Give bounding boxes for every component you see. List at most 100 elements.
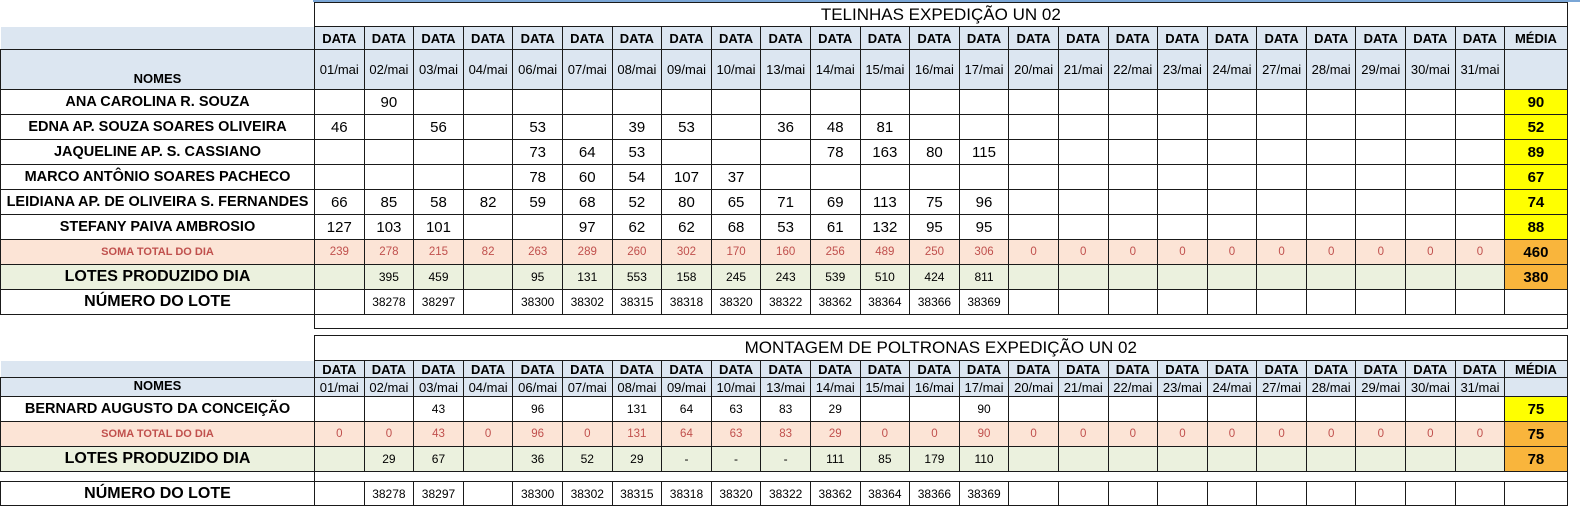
date-cell[interactable]: 07/mai xyxy=(561,377,613,397)
lotes-cell[interactable] xyxy=(1256,264,1307,290)
column-header-data[interactable]: DATA xyxy=(1405,26,1456,50)
value-cell[interactable] xyxy=(1454,189,1506,215)
column-header-data[interactable]: DATA xyxy=(512,26,563,50)
value-cell[interactable]: 36 xyxy=(760,114,811,140)
value-cell[interactable] xyxy=(1256,114,1307,140)
value-cell[interactable] xyxy=(1305,214,1357,240)
date-cell[interactable]: 16/mai xyxy=(909,377,960,397)
column-header-data[interactable]: DATA xyxy=(661,360,712,378)
column-header-data[interactable]: DATA xyxy=(958,360,1010,378)
value-cell[interactable] xyxy=(1305,164,1357,190)
value-cell[interactable] xyxy=(1057,164,1109,190)
value-cell[interactable]: 107 xyxy=(661,164,712,190)
value-cell[interactable] xyxy=(462,214,514,240)
value-cell[interactable] xyxy=(909,89,960,115)
lotes-cell[interactable] xyxy=(1008,264,1059,290)
person-name[interactable]: EDNA AP. SOUZA SOARES OLIVEIRA xyxy=(0,114,315,140)
value-cell[interactable] xyxy=(413,89,464,115)
soma-cell[interactable]: 256 xyxy=(809,239,861,265)
value-cell[interactable] xyxy=(363,114,415,140)
value-cell[interactable]: 95 xyxy=(909,214,960,240)
column-header-data[interactable]: DATA xyxy=(561,360,613,378)
soma-cell[interactable]: 0 xyxy=(314,421,365,447)
value-cell[interactable]: 131 xyxy=(611,396,663,422)
numero-lote-cell[interactable] xyxy=(462,289,514,315)
value-cell[interactable] xyxy=(1206,114,1258,140)
lotes-cell[interactable]: 179 xyxy=(909,446,960,472)
lotes-cell[interactable]: 131 xyxy=(561,264,613,290)
numero-lote-cell[interactable] xyxy=(1057,289,1109,315)
column-header-data[interactable]: DATA xyxy=(363,26,415,50)
value-cell[interactable] xyxy=(1206,214,1258,240)
value-cell[interactable]: 63 xyxy=(710,396,762,422)
value-cell[interactable] xyxy=(512,214,563,240)
date-cell[interactable]: 23/mai xyxy=(1157,49,1208,90)
column-header-data[interactable]: DATA xyxy=(909,26,960,50)
value-cell[interactable] xyxy=(363,139,415,165)
numero-lote-cell[interactable]: 38315 xyxy=(611,481,663,506)
soma-cell[interactable]: 0 xyxy=(1405,239,1456,265)
date-cell[interactable]: 13/mai xyxy=(760,49,811,90)
value-cell[interactable] xyxy=(710,139,762,165)
date-cell[interactable]: 16/mai xyxy=(909,49,960,90)
lotes-cell[interactable]: - xyxy=(710,446,762,472)
soma-cell[interactable]: 90 xyxy=(958,421,1010,447)
lotes-cell[interactable]: 158 xyxy=(661,264,712,290)
column-header-data[interactable]: DATA xyxy=(710,360,762,378)
date-cell[interactable]: 27/mai xyxy=(1256,49,1307,90)
value-cell[interactable]: 64 xyxy=(661,396,712,422)
date-cell[interactable]: 06/mai xyxy=(512,377,563,397)
value-cell[interactable] xyxy=(561,89,613,115)
value-cell[interactable] xyxy=(1107,189,1159,215)
value-cell[interactable]: 48 xyxy=(809,114,861,140)
value-cell[interactable] xyxy=(1355,189,1407,215)
numero-lote-cell[interactable] xyxy=(1454,289,1506,315)
value-cell[interactable] xyxy=(1305,189,1357,215)
soma-cell[interactable]: 0 xyxy=(1305,421,1357,447)
soma-cell[interactable]: 0 xyxy=(1355,421,1407,447)
value-cell[interactable]: 95 xyxy=(958,214,1010,240)
value-cell[interactable]: 68 xyxy=(561,189,613,215)
value-cell[interactable] xyxy=(1355,139,1407,165)
column-header-data[interactable]: DATA xyxy=(561,26,613,50)
soma-cell[interactable]: 0 xyxy=(1057,421,1109,447)
lotes-cell[interactable]: 36 xyxy=(512,446,563,472)
numero-lote-cell[interactable] xyxy=(314,289,365,315)
lotes-cell[interactable] xyxy=(1107,446,1159,472)
soma-cell[interactable]: 489 xyxy=(859,239,911,265)
date-cell[interactable]: 28/mai xyxy=(1305,377,1357,397)
numero-media-cell[interactable] xyxy=(1504,289,1568,315)
soma-cell[interactable]: 0 xyxy=(1057,239,1109,265)
soma-cell[interactable]: 250 xyxy=(909,239,960,265)
value-cell[interactable]: 90 xyxy=(363,89,415,115)
numero-lote-cell[interactable] xyxy=(1157,289,1208,315)
value-cell[interactable] xyxy=(1454,214,1506,240)
value-cell[interactable] xyxy=(1405,139,1456,165)
value-cell[interactable] xyxy=(909,164,960,190)
value-cell[interactable]: 80 xyxy=(909,139,960,165)
date-cell[interactable]: 24/mai xyxy=(1206,49,1258,90)
date-cell[interactable]: 14/mai xyxy=(809,377,861,397)
value-cell[interactable] xyxy=(363,164,415,190)
lotes-cell[interactable]: 539 xyxy=(809,264,861,290)
value-cell[interactable]: 85 xyxy=(363,189,415,215)
value-cell[interactable]: 96 xyxy=(512,396,563,422)
date-cell[interactable]: 04/mai xyxy=(462,377,514,397)
date-cell[interactable]: 14/mai xyxy=(809,49,861,90)
lotes-cell[interactable] xyxy=(462,264,514,290)
date-cell[interactable]: 09/mai xyxy=(661,377,712,397)
column-header-data[interactable]: DATA xyxy=(363,360,415,378)
value-cell[interactable] xyxy=(1256,139,1307,165)
column-header-data[interactable]: DATA xyxy=(1454,360,1506,378)
value-cell[interactable] xyxy=(859,396,911,422)
lotes-cell[interactable]: 553 xyxy=(611,264,663,290)
value-cell[interactable]: 58 xyxy=(413,189,464,215)
soma-cell[interactable]: 0 xyxy=(1405,421,1456,447)
lotes-cell[interactable] xyxy=(1305,446,1357,472)
value-cell[interactable] xyxy=(561,114,613,140)
value-cell[interactable] xyxy=(1157,89,1208,115)
value-cell[interactable] xyxy=(1057,114,1109,140)
soma-cell[interactable]: 0 xyxy=(909,421,960,447)
value-cell[interactable] xyxy=(1355,164,1407,190)
value-cell[interactable] xyxy=(809,164,861,190)
